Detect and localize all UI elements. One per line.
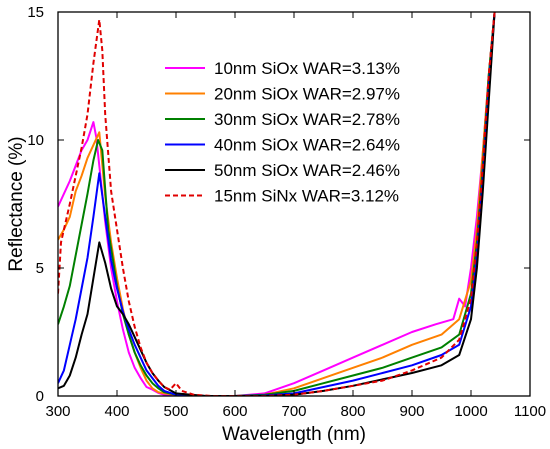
- y-tick-label: 10: [27, 132, 44, 149]
- legend-label-3: 30nm SiOx WAR=2.78%: [214, 110, 400, 129]
- series-line-5: [58, 12, 496, 396]
- series-line-3: [58, 12, 496, 396]
- x-tick-label: 1100: [514, 403, 546, 420]
- legend-label-2: 20nm SiOx WAR=2.97%: [214, 85, 400, 104]
- x-tick-label: 700: [281, 403, 306, 420]
- x-tick-label: 300: [45, 403, 70, 420]
- x-tick-label: 400: [104, 403, 129, 420]
- legend-label-5: 50nm SiOx WAR=2.46%: [214, 161, 400, 180]
- series-line-6: [58, 12, 496, 396]
- y-axis-title: Reflectance (%): [6, 136, 27, 271]
- series-layer: [58, 12, 496, 396]
- y-tick-label: 5: [36, 260, 44, 277]
- series-line-2: [58, 12, 496, 396]
- x-tick-label: 500: [163, 403, 188, 420]
- x-tick-label: 1000: [454, 403, 487, 420]
- legend-label-6: 15nm SiNx WAR=3.12%: [214, 187, 399, 206]
- y-tick-label: 15: [27, 4, 44, 21]
- x-axis-title: Wavelength (nm): [222, 424, 366, 445]
- legend-label-1: 10nm SiOx WAR=3.13%: [214, 59, 400, 78]
- x-tick-label: 600: [222, 403, 247, 420]
- x-tick-label: 900: [399, 403, 424, 420]
- legend: 10nm SiOx WAR=3.13% 20nm SiOx WAR=2.97% 30…: [165, 59, 400, 206]
- ticks-layer: 300 400 500 600 700 800 900 1000 1100 0 5 10 15: [27, 4, 546, 420]
- x-tick-label: 800: [340, 403, 365, 420]
- legend-label-4: 40nm SiOx WAR=2.64%: [214, 136, 400, 155]
- y-tick-label: 0: [36, 388, 44, 405]
